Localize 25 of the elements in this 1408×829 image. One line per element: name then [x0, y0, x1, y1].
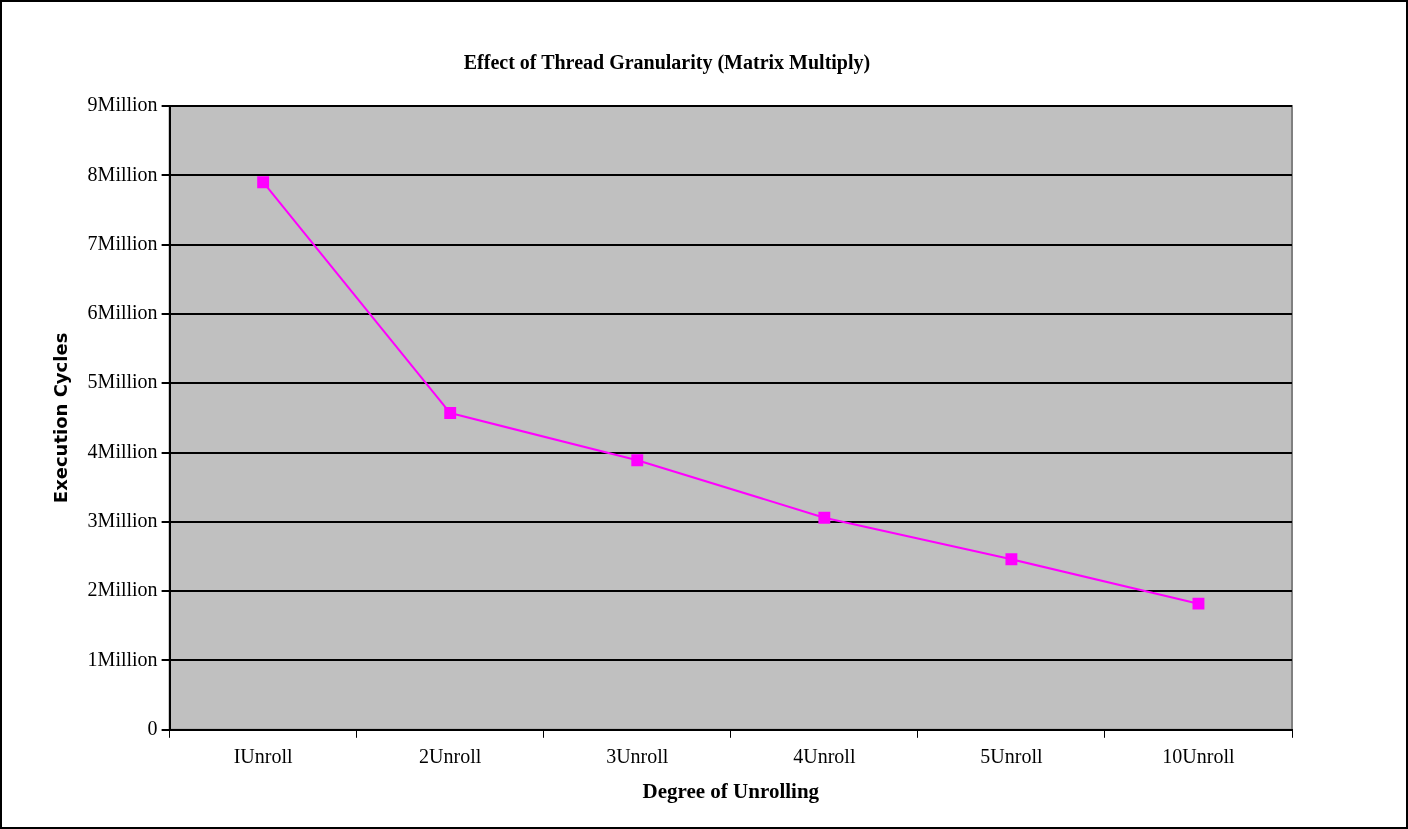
x-tick-label: 5Unroll	[980, 745, 1043, 768]
x-tick-label: 4Unroll	[793, 745, 856, 768]
chart-title: Effect of Thread Granularity (Matrix Multiply)	[463, 51, 871, 75]
y-tick-label: 6Million	[87, 301, 158, 324]
y-tick-label: 0	[147, 717, 158, 740]
y-tick-label: 1Million	[87, 647, 158, 670]
x-tick-label: IUnroll	[233, 745, 294, 768]
point	[257, 176, 270, 189]
point	[818, 511, 831, 524]
y-tick-label: 2Million	[87, 578, 158, 601]
point	[1192, 597, 1205, 610]
x-axis-title: Degree of Unrolling	[642, 778, 820, 803]
point	[631, 454, 644, 467]
y-tick-label: 7Million	[87, 231, 158, 254]
y-axis-title: Execution Cycles	[50, 332, 72, 504]
point	[1005, 553, 1018, 566]
x-tick-label: 10Unroll	[1162, 745, 1236, 768]
x-tick-label: 2Unroll	[419, 745, 482, 768]
y-tick-label: 9Million	[87, 93, 158, 116]
y-tick-label: 8Million	[87, 162, 158, 185]
x-tick-label: 3Unroll	[606, 745, 669, 768]
y-tick-label: 3Million	[87, 509, 158, 532]
y-tick-label: 5Million	[87, 370, 158, 393]
y-tick-label: 4Million	[87, 439, 158, 462]
point	[444, 407, 457, 419]
